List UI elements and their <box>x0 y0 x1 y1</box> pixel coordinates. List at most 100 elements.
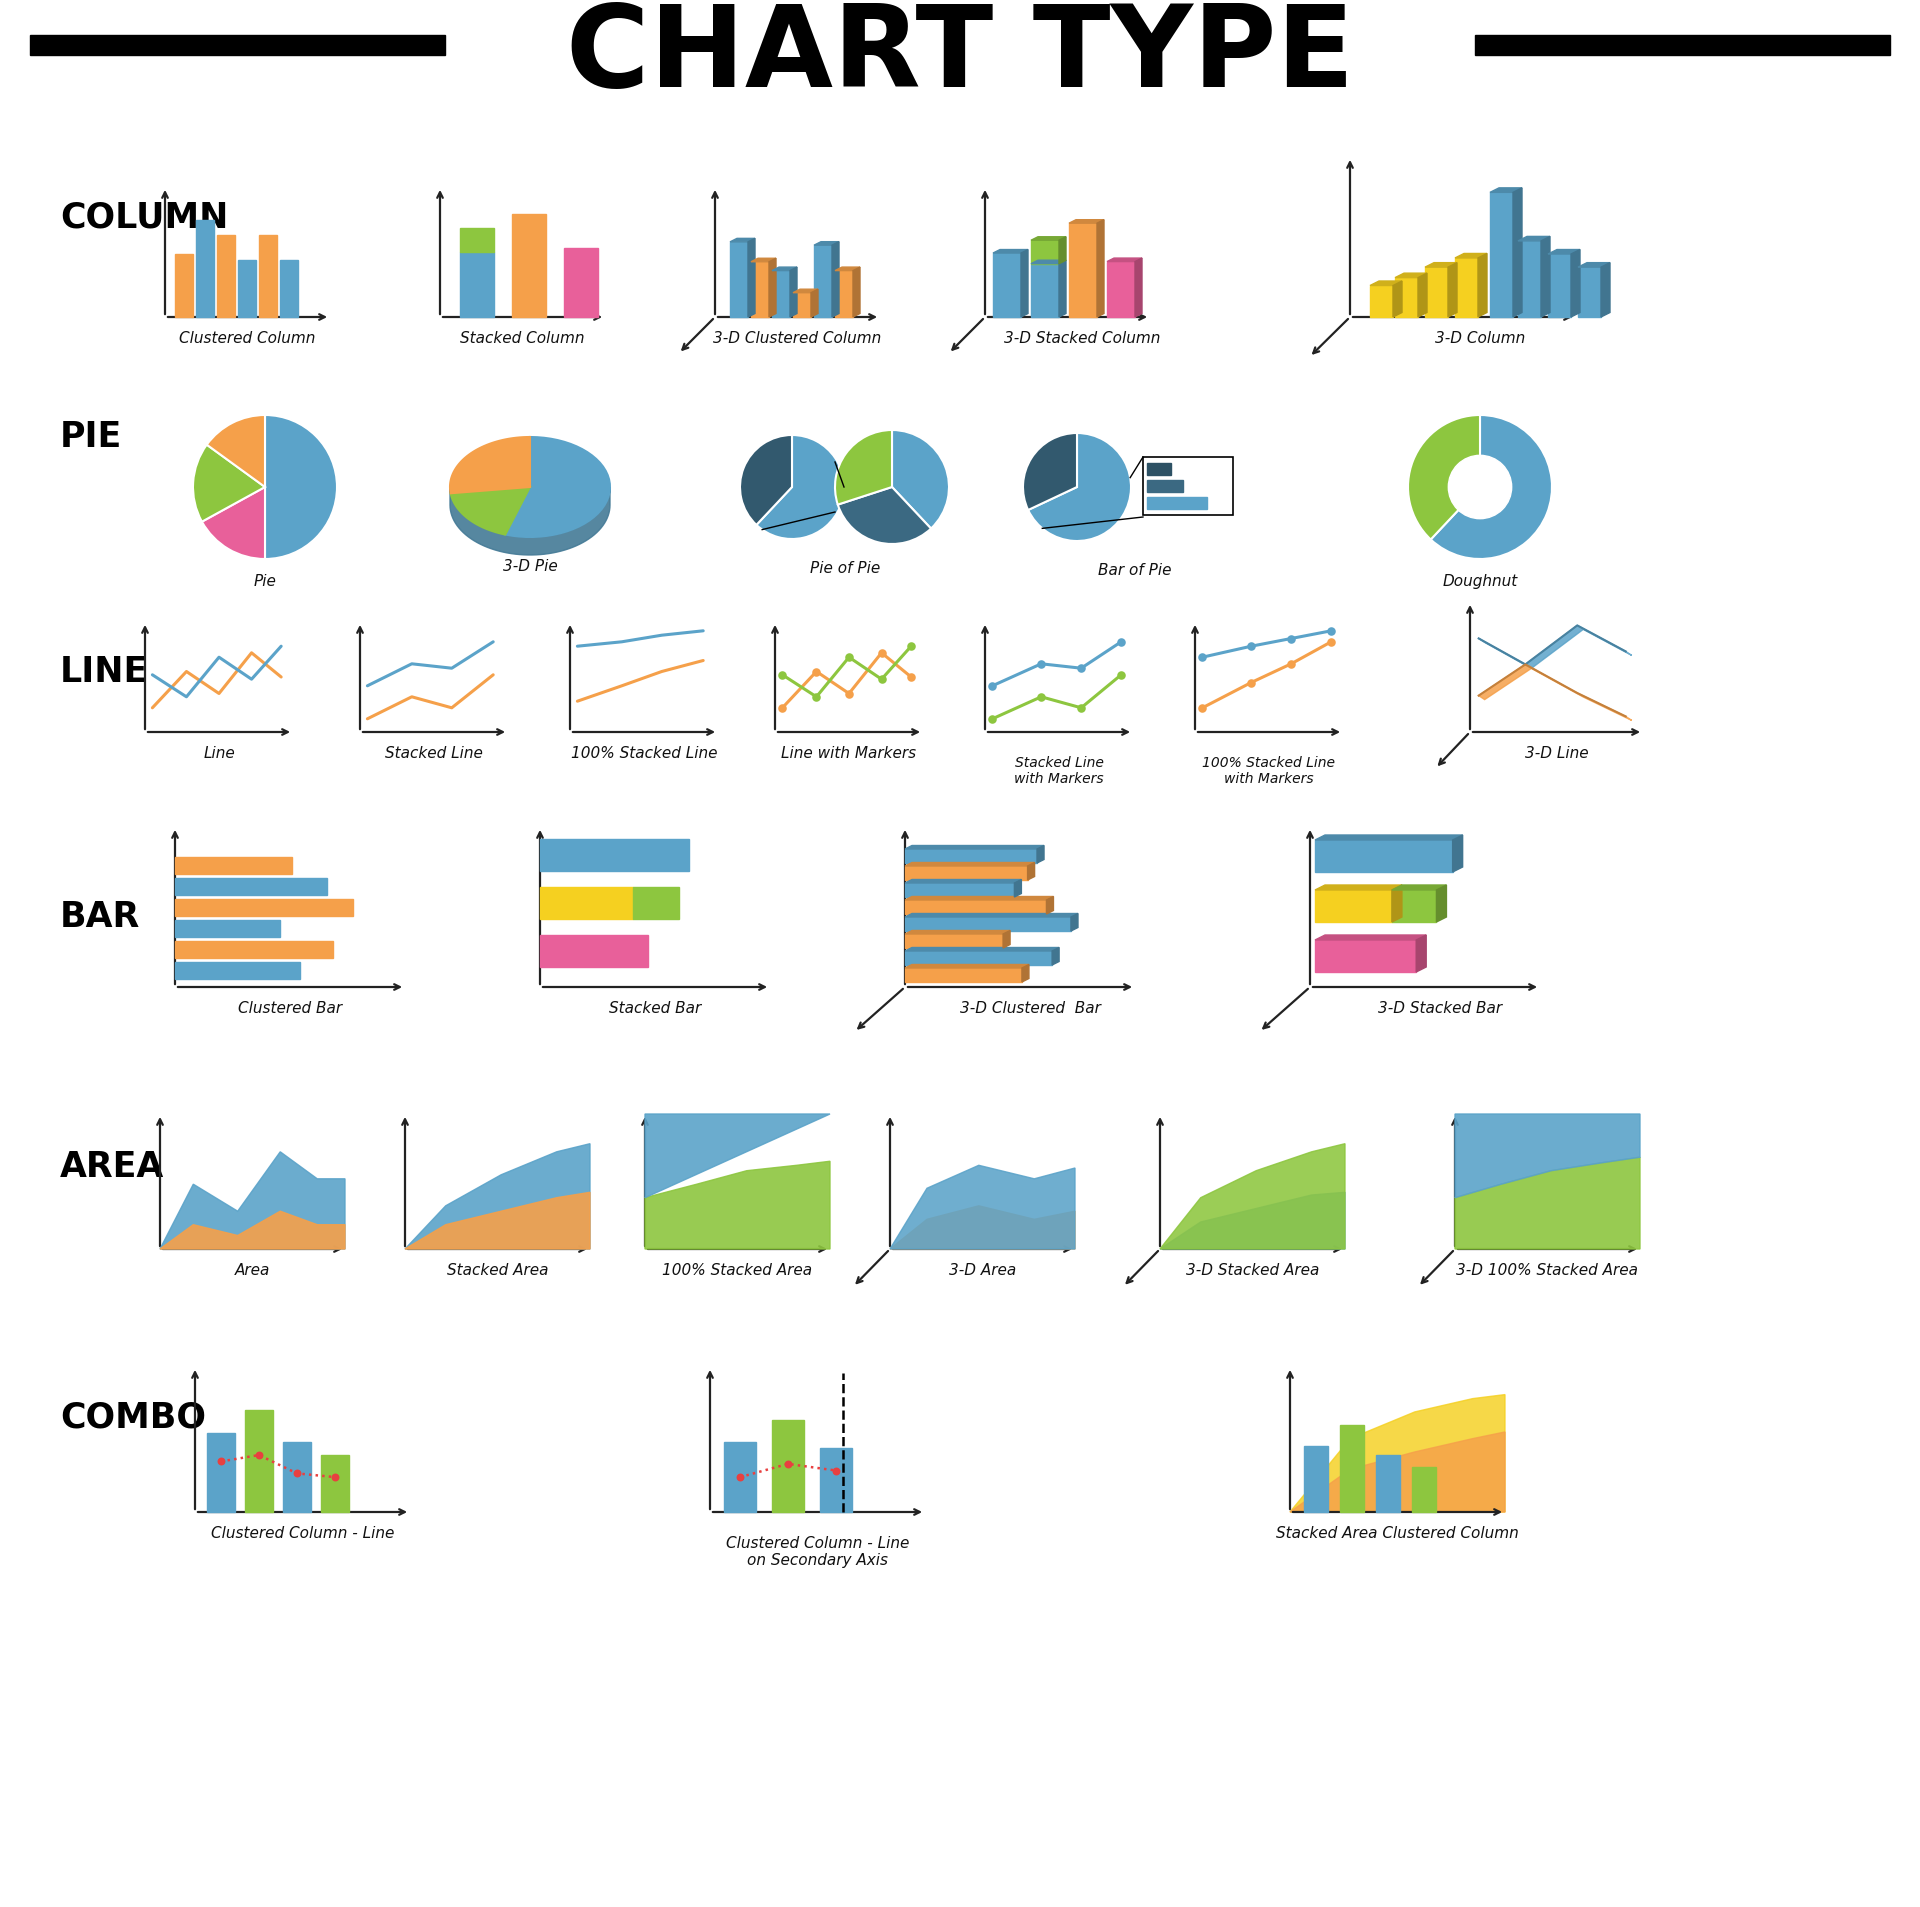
Polygon shape <box>1069 219 1104 223</box>
Polygon shape <box>451 486 530 534</box>
Polygon shape <box>904 879 1021 883</box>
Point <box>1106 660 1137 690</box>
Bar <box>1142 458 1233 515</box>
Text: Line: Line <box>204 746 234 761</box>
Wedge shape <box>207 416 265 486</box>
Text: AREA: AREA <box>60 1150 165 1184</box>
Polygon shape <box>1315 835 1463 839</box>
Text: Clustered Column - Line: Clustered Column - Line <box>211 1526 394 1541</box>
Polygon shape <box>904 931 1010 934</box>
Point <box>1275 624 1306 654</box>
Polygon shape <box>1542 236 1549 317</box>
Polygon shape <box>1371 280 1402 286</box>
Polygon shape <box>772 267 797 271</box>
Text: 3-D 100% Stacked Area: 3-D 100% Stacked Area <box>1457 1262 1638 1278</box>
Bar <box>540 839 689 871</box>
Text: BAR: BAR <box>60 900 140 934</box>
Bar <box>461 252 493 317</box>
Polygon shape <box>793 290 818 292</box>
Polygon shape <box>904 948 1060 952</box>
Polygon shape <box>1037 845 1044 864</box>
Bar <box>175 856 292 873</box>
Text: Clustered Bar: Clustered Bar <box>238 1001 342 1016</box>
Wedge shape <box>202 486 265 559</box>
Point <box>1025 648 1056 679</box>
Polygon shape <box>1548 250 1580 254</box>
Bar <box>1392 891 1436 921</box>
Polygon shape <box>1290 1394 1505 1512</box>
Bar <box>835 271 852 317</box>
Text: 3-D Clustered Column: 3-D Clustered Column <box>714 332 881 345</box>
Bar <box>175 254 194 317</box>
Text: 100% Stacked Line
with Markers: 100% Stacked Line with Markers <box>1202 755 1336 786</box>
Point <box>820 1455 851 1486</box>
Polygon shape <box>159 1211 346 1249</box>
Point <box>766 660 799 690</box>
Polygon shape <box>1027 862 1035 879</box>
Bar <box>282 1442 311 1512</box>
Bar <box>1475 34 1889 55</box>
Bar <box>1519 240 1542 317</box>
Point <box>866 664 897 694</box>
Polygon shape <box>749 238 755 317</box>
Polygon shape <box>645 1161 829 1249</box>
Text: Stacked Bar: Stacked Bar <box>609 1001 701 1016</box>
Bar <box>1304 1446 1329 1512</box>
Text: Pie: Pie <box>253 574 276 589</box>
Point <box>1187 692 1217 723</box>
Point <box>282 1459 313 1489</box>
Polygon shape <box>1071 913 1077 931</box>
Wedge shape <box>1407 416 1480 540</box>
Polygon shape <box>1135 257 1142 317</box>
Point <box>833 679 864 709</box>
Polygon shape <box>449 437 530 494</box>
Polygon shape <box>645 1114 829 1198</box>
Bar <box>1146 481 1183 492</box>
Wedge shape <box>756 435 845 540</box>
Bar <box>207 1432 234 1512</box>
Polygon shape <box>1160 1192 1346 1249</box>
Polygon shape <box>405 1192 589 1249</box>
Bar <box>1315 839 1453 871</box>
Point <box>1275 648 1306 679</box>
Polygon shape <box>1060 236 1066 263</box>
Text: 100% Stacked Area: 100% Stacked Area <box>662 1262 812 1278</box>
Text: COLUMN: COLUMN <box>60 200 228 235</box>
Polygon shape <box>1392 885 1402 921</box>
Bar <box>904 917 1071 931</box>
Bar <box>1031 263 1060 317</box>
Point <box>897 631 927 662</box>
Point <box>1066 652 1096 683</box>
Wedge shape <box>837 486 931 543</box>
Point <box>1236 667 1267 698</box>
Bar <box>1548 254 1571 317</box>
Point <box>866 637 897 667</box>
Bar <box>1340 1425 1363 1512</box>
Bar <box>259 235 276 317</box>
Bar <box>175 940 332 957</box>
Polygon shape <box>1290 1432 1505 1512</box>
Polygon shape <box>159 1152 346 1249</box>
Polygon shape <box>1436 885 1446 921</box>
Polygon shape <box>1601 263 1611 317</box>
Bar <box>564 248 597 317</box>
Text: Bar of Pie: Bar of Pie <box>1098 563 1171 578</box>
Bar <box>904 900 1046 913</box>
Bar <box>1578 267 1601 317</box>
Bar <box>793 292 810 317</box>
Bar <box>246 1409 273 1512</box>
Polygon shape <box>810 290 818 317</box>
Point <box>1066 692 1096 723</box>
Polygon shape <box>730 238 755 242</box>
Text: Line with Markers: Line with Markers <box>781 746 916 761</box>
Polygon shape <box>1453 835 1463 871</box>
Polygon shape <box>789 267 797 317</box>
Polygon shape <box>1046 896 1054 913</box>
Polygon shape <box>1315 934 1427 940</box>
Polygon shape <box>1052 948 1060 965</box>
Polygon shape <box>1160 1144 1346 1249</box>
Bar <box>724 1442 756 1512</box>
Text: Stacked Column: Stacked Column <box>461 332 586 345</box>
Text: 100% Stacked Line: 100% Stacked Line <box>570 746 718 761</box>
Bar <box>904 969 1021 982</box>
